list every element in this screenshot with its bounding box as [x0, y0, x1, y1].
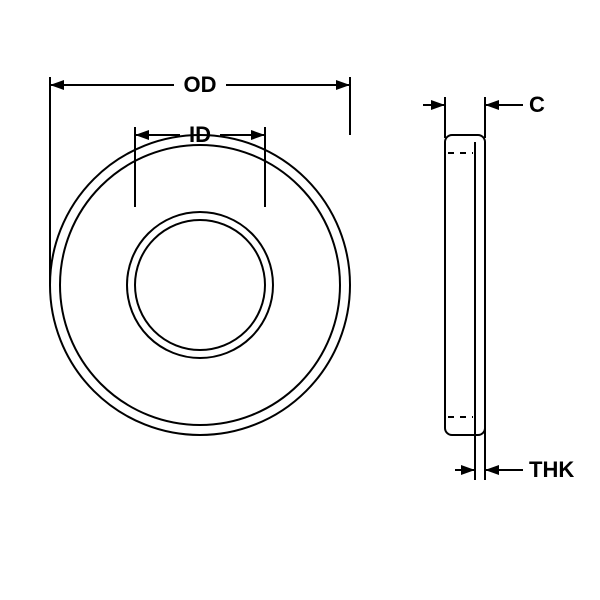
thk-label: THK: [529, 457, 574, 482]
side-view: C THK: [423, 92, 574, 482]
outer-chamfer-circle: [60, 145, 340, 425]
inner-diameter-circle: [135, 220, 265, 350]
c-label: C: [529, 92, 545, 117]
outer-diameter-circle: [50, 135, 350, 435]
id-label: ID: [189, 122, 211, 147]
front-view: OD ID: [50, 72, 350, 435]
side-outline: [445, 135, 485, 435]
id-outline-circle: [127, 212, 273, 358]
od-label: OD: [184, 72, 217, 97]
